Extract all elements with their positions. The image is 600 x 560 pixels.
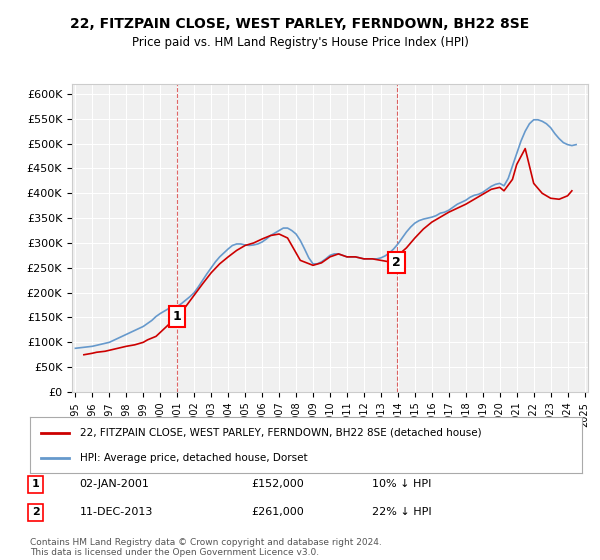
Text: 11-DEC-2013: 11-DEC-2013 — [80, 507, 153, 517]
Text: 1: 1 — [32, 479, 40, 489]
Text: £261,000: £261,000 — [251, 507, 304, 517]
Text: 2: 2 — [392, 256, 401, 269]
Text: 22, FITZPAIN CLOSE, WEST PARLEY, FERNDOWN, BH22 8SE (detached house): 22, FITZPAIN CLOSE, WEST PARLEY, FERNDOW… — [80, 428, 481, 438]
Text: 22, FITZPAIN CLOSE, WEST PARLEY, FERNDOWN, BH22 8SE: 22, FITZPAIN CLOSE, WEST PARLEY, FERNDOW… — [70, 17, 530, 31]
Text: £152,000: £152,000 — [251, 479, 304, 489]
Text: 22% ↓ HPI: 22% ↓ HPI — [372, 507, 432, 517]
Text: 02-JAN-2001: 02-JAN-2001 — [80, 479, 149, 489]
Text: Contains HM Land Registry data © Crown copyright and database right 2024.
This d: Contains HM Land Registry data © Crown c… — [30, 538, 382, 557]
Text: Price paid vs. HM Land Registry's House Price Index (HPI): Price paid vs. HM Land Registry's House … — [131, 36, 469, 49]
Text: HPI: Average price, detached house, Dorset: HPI: Average price, detached house, Dors… — [80, 452, 307, 463]
Text: 10% ↓ HPI: 10% ↓ HPI — [372, 479, 431, 489]
Text: 2: 2 — [32, 507, 40, 517]
Text: 1: 1 — [173, 310, 182, 323]
